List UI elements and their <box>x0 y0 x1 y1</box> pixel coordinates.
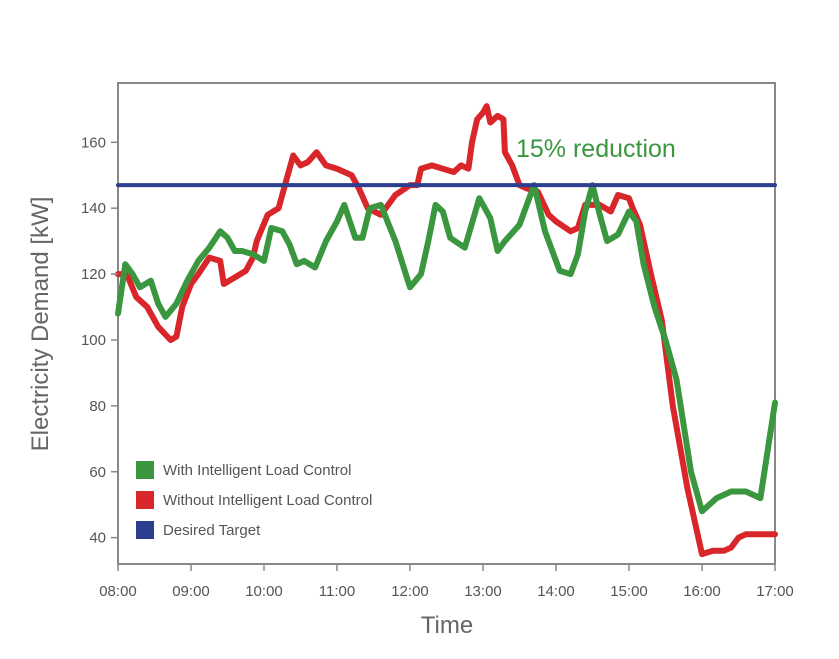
series-layer <box>115 103 778 558</box>
x-tick-label: 13:00 <box>464 583 502 600</box>
x-tick-label: 11:00 <box>319 583 355 600</box>
x-tick-label: 17:00 <box>756 583 794 600</box>
y-tick-label: 100 <box>81 332 106 349</box>
reduction-annotation: 15% reduction <box>516 135 676 163</box>
plot-area-frame <box>117 82 776 565</box>
y-axis: 40 60 80 100 120 140 160 <box>81 134 118 547</box>
y-tick-label: 120 <box>81 266 106 283</box>
x-axis-title: Time <box>421 612 473 639</box>
x-tick-label: 08:00 <box>99 583 137 600</box>
x-tick-label: 16:00 <box>683 583 721 600</box>
legend-label-desired-target: Desired Target <box>163 522 261 539</box>
x-axis: 08:00 09:00 10:00 11:00 12:00 13:00 14:00 15:00… <box>99 564 794 600</box>
legend: With Intelligent Load Control Without Int… <box>136 461 372 539</box>
y-axis-title: Electricity Demand [kW] <box>27 197 54 452</box>
x-tick-label: 09:00 <box>172 583 210 600</box>
legend-swatch-with-intelligent-load-control <box>136 461 154 479</box>
legend-label-without-intelligent-load-control: Without Intelligent Load Control <box>163 492 372 509</box>
x-tick-label: 10:00 <box>245 583 283 600</box>
y-tick-label: 40 <box>89 530 106 547</box>
x-tick-label: 15:00 <box>610 583 648 600</box>
x-tick-label: 12:00 <box>391 583 429 600</box>
series-line-with-intelligent-load-control <box>115 182 778 515</box>
y-tick-label: 60 <box>89 464 106 481</box>
legend-swatch-without-intelligent-load-control <box>136 491 154 509</box>
legend-label-with-intelligent-load-control: With Intelligent Load Control <box>163 462 351 479</box>
legend-swatch-desired-target <box>136 521 154 539</box>
y-tick-label: 80 <box>89 398 106 415</box>
y-tick-label: 140 <box>81 200 106 217</box>
x-tick-label: 14:00 <box>537 583 575 600</box>
series-line-without-intelligent-load-control <box>115 103 778 558</box>
y-tick-label: 160 <box>81 134 106 151</box>
